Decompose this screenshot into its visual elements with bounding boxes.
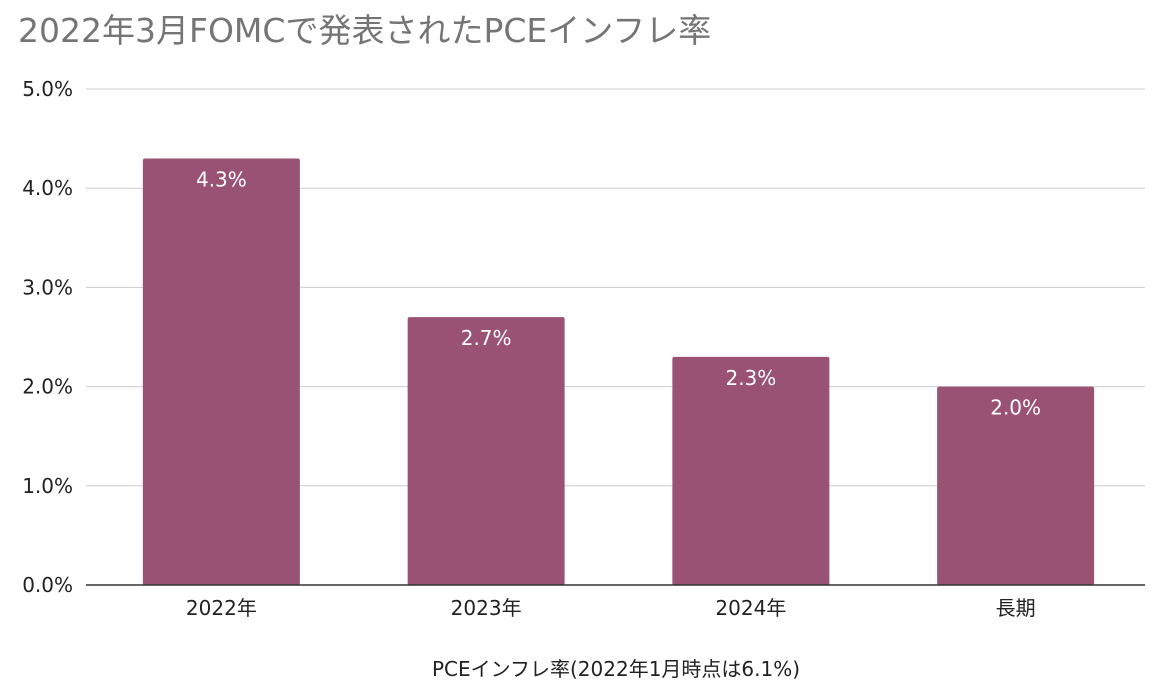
- x-axis-label: PCEインフレ率(2022年1月時点は6.1%): [432, 657, 800, 681]
- data-label: 2.3%: [725, 366, 776, 390]
- y-tick-label: 3.0%: [22, 275, 73, 299]
- y-tick-label: 0.0%: [22, 573, 73, 597]
- bar: [672, 356, 830, 585]
- x-tick-label: 2024年: [715, 596, 786, 620]
- x-tick-label: 長期: [996, 596, 1036, 620]
- y-tick-label: 4.0%: [22, 176, 73, 200]
- chart-title: 2022年3月FOMCで発表されたPCEインフレ率: [18, 11, 711, 50]
- data-label: 2.7%: [461, 326, 512, 350]
- bar: [142, 158, 300, 585]
- data-label: 2.0%: [990, 396, 1041, 420]
- x-tick-label: 2022年: [186, 596, 257, 620]
- y-axis-tick-labels: 0.0% 1.0% 2.0% 3.0% 4.0% 5.0%: [22, 77, 73, 597]
- bars: [142, 158, 1095, 585]
- x-axis-category-labels: 2022年 2023年 2024年 長期: [186, 596, 1036, 620]
- y-tick-label: 2.0%: [22, 375, 73, 399]
- bar: [937, 386, 1095, 585]
- bar: [407, 317, 565, 585]
- y-tick-label: 1.0%: [22, 474, 73, 498]
- y-tick-label: 5.0%: [22, 77, 73, 101]
- x-tick-label: 2023年: [451, 596, 522, 620]
- data-labels: 4.3% 2.7% 2.3% 2.0%: [196, 167, 1041, 419]
- data-label: 4.3%: [196, 167, 247, 191]
